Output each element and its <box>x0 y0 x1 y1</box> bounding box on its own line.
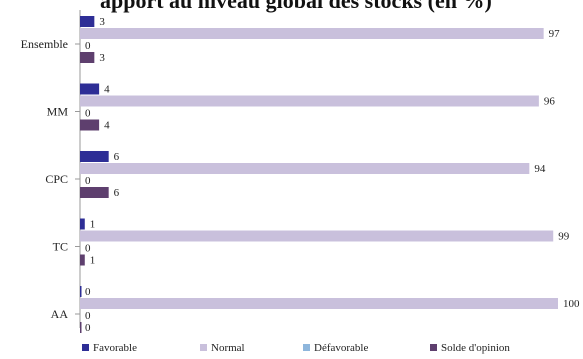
bar-normal <box>80 95 539 107</box>
data-label: 1 <box>90 255 96 267</box>
data-label: 97 <box>549 28 561 40</box>
legend-swatch <box>303 344 310 351</box>
legend-label: Solde d'opinion <box>441 342 510 354</box>
category-label: TC <box>53 240 68 254</box>
bar-normal <box>80 28 544 39</box>
data-label: 0 <box>85 286 91 298</box>
bar-normal <box>80 230 554 242</box>
bar-favorable <box>80 83 100 95</box>
chart-title-strip: apport au niveau global des stocks (en %… <box>0 0 583 22</box>
legend: Favorable Normal Défavorable Solde d'opinio… <box>82 342 510 354</box>
bar-normal <box>80 298 558 309</box>
data-label: 0 <box>85 243 91 255</box>
data-label: 0 <box>85 322 91 334</box>
legend-label: Favorable <box>93 342 137 354</box>
category-label: MM <box>47 105 69 119</box>
chart-title: apport au niveau global des stocks (en %… <box>100 0 492 13</box>
category-label: Ensemble <box>21 37 68 51</box>
data-label: 100 <box>563 298 580 310</box>
bar-solde-d-opinion <box>80 52 95 63</box>
bar-favorable <box>80 286 82 297</box>
data-label: 0 <box>85 40 91 52</box>
bar-favorable <box>80 16 95 27</box>
legend-swatch <box>430 344 437 351</box>
data-label: 0 <box>85 108 91 120</box>
legend-swatch <box>82 344 89 351</box>
data-label: 99 <box>558 231 570 243</box>
bar-solde-d-opinion <box>80 322 82 333</box>
data-label: 6 <box>114 151 120 163</box>
data-label: 94 <box>534 163 546 175</box>
bar-favorable <box>80 218 85 230</box>
data-label: 4 <box>104 120 110 132</box>
data-label: 6 <box>114 187 120 199</box>
plot-area: Ensemble39703MM49604CPC69406TC19901AA010… <box>21 10 580 334</box>
category-label: AA <box>51 307 69 321</box>
bar-favorable <box>80 151 109 162</box>
bar-solde-d-opinion <box>80 187 109 198</box>
bar-normal <box>80 163 530 174</box>
legend-swatch <box>200 344 207 351</box>
data-label: 4 <box>104 84 110 96</box>
legend-label: Normal <box>211 342 245 354</box>
data-label: 0 <box>85 310 91 322</box>
data-label: 1 <box>90 219 96 231</box>
data-label: 3 <box>99 52 105 64</box>
bar-solde-d-opinion <box>80 119 100 131</box>
legend-label: Défavorable <box>314 342 368 354</box>
data-label: 3 <box>99 16 105 28</box>
category-label: CPC <box>45 172 68 186</box>
bar-solde-d-opinion <box>80 254 85 266</box>
data-label: 96 <box>544 96 556 108</box>
data-label: 0 <box>85 175 91 187</box>
